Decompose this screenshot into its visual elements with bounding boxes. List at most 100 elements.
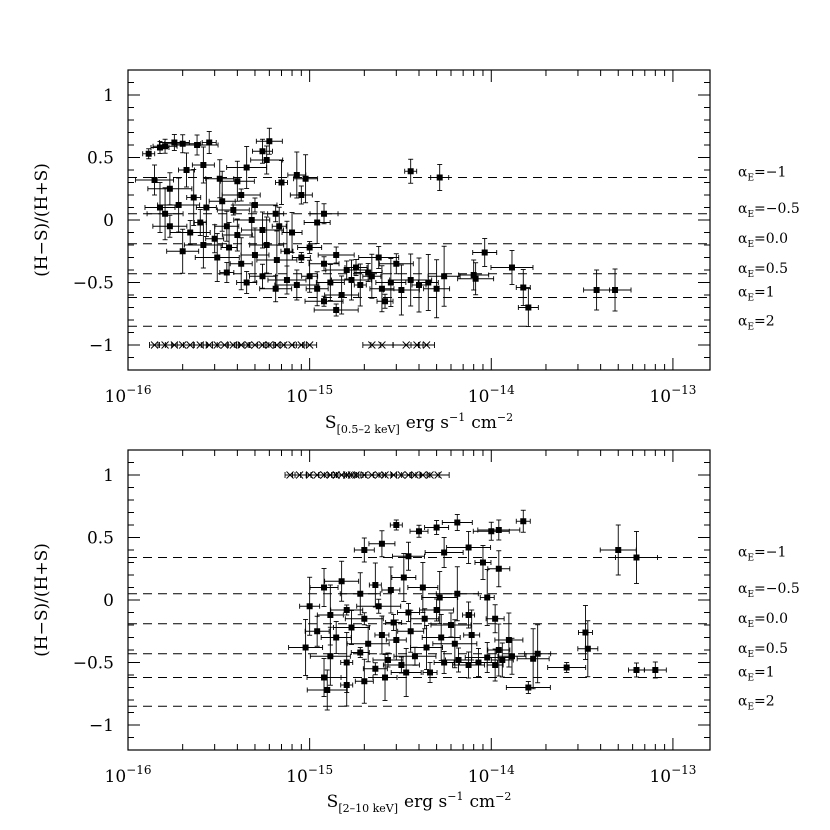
data-point [339, 572, 381, 616]
y-tick-label: −1 [89, 716, 114, 736]
data-point [577, 620, 599, 678]
data-point [477, 519, 521, 541]
data-point [193, 209, 207, 236]
data-point [407, 562, 439, 613]
data-point [524, 624, 552, 684]
data-point [458, 259, 490, 291]
data-point [233, 202, 271, 238]
alpha-label: αE=−0.5 [738, 201, 800, 220]
data-point [419, 598, 455, 622]
data-point [446, 531, 492, 564]
data-point [299, 576, 321, 636]
data-point [169, 220, 211, 245]
data-point [358, 246, 400, 269]
limit-point [426, 471, 450, 479]
data-point [306, 658, 342, 697]
x-tick-label: 10−16 [105, 383, 152, 407]
data-point [226, 146, 268, 189]
data-point [219, 262, 235, 283]
data-point [547, 662, 587, 673]
x-tick-label: 10−13 [649, 763, 696, 787]
data-point [376, 293, 394, 309]
data-point [409, 524, 429, 538]
data-point [274, 269, 320, 301]
data-point [382, 264, 420, 316]
data-point [430, 612, 472, 638]
data-point [331, 259, 372, 301]
data-point [628, 662, 645, 678]
data-point [205, 224, 225, 254]
data-point [411, 257, 427, 313]
data-point [344, 259, 368, 276]
alpha-label: αE=0.0 [738, 611, 788, 630]
x-axis-label: S[2–10 keV] erg s−1 cm−2 [327, 790, 512, 815]
limit-point [193, 341, 207, 349]
x-tick-label: 10−15 [286, 383, 333, 407]
data-point [275, 160, 288, 205]
data-point [267, 265, 307, 295]
x-tick-label: 10−16 [105, 763, 152, 787]
data-point [404, 158, 418, 184]
data-point [643, 661, 667, 679]
y-axis-label: (H−S)/(H+S) [32, 163, 52, 277]
data-point [297, 241, 323, 254]
data-point [378, 253, 414, 275]
data-point [486, 648, 504, 682]
data-point [422, 662, 438, 683]
data-point [288, 619, 324, 676]
data-point [267, 205, 285, 223]
data-point [487, 550, 511, 588]
data-point [424, 520, 450, 535]
data-point [421, 614, 461, 661]
data-point [320, 621, 352, 654]
plot-frame [127, 69, 711, 371]
data-point [301, 259, 319, 293]
y-axis-label: (H−S)/(H+S) [32, 543, 52, 657]
data-point [309, 568, 339, 607]
alpha-label: αE=0.5 [738, 641, 788, 660]
y-tick-label: −1 [89, 336, 114, 356]
data-point [410, 625, 443, 670]
data-point [350, 647, 370, 658]
data-point [186, 169, 202, 226]
data-point [157, 177, 201, 233]
limit-point [370, 341, 394, 349]
data-point [490, 642, 514, 678]
data-point [195, 178, 217, 237]
data-point [389, 253, 433, 307]
data-point [305, 271, 329, 307]
alpha-label: αE=−1 [738, 545, 786, 564]
data-point [445, 647, 472, 673]
x-tick-label: 10−14 [468, 383, 515, 407]
data-point [205, 159, 235, 199]
data-point [291, 252, 311, 263]
data-point [362, 253, 382, 299]
data-point [353, 537, 375, 563]
data-point [441, 514, 473, 531]
data-point [515, 269, 531, 306]
data-point [427, 245, 461, 307]
data-point [391, 553, 417, 602]
data-point [433, 651, 455, 674]
data-point [166, 228, 200, 274]
alpha-label: αE=−1 [738, 165, 786, 184]
data-point [423, 259, 451, 319]
data-point [424, 537, 464, 568]
y-tick-label: 1 [103, 86, 114, 106]
data-point [517, 288, 539, 327]
data-point [309, 626, 351, 686]
alpha-label: αE=0.5 [738, 261, 788, 280]
y-tick-label: −0.5 [73, 274, 114, 294]
data-point [497, 637, 527, 675]
data-point [315, 264, 345, 301]
data-point [340, 663, 354, 707]
data-point [368, 562, 382, 608]
y-tick-label: 0.5 [87, 529, 114, 549]
data-point [356, 598, 402, 614]
data-point [353, 263, 367, 307]
x-tick-label: 10−14 [468, 763, 515, 787]
alpha-label: αE=1 [738, 665, 775, 684]
data-point [229, 237, 253, 291]
data-point [221, 188, 261, 202]
